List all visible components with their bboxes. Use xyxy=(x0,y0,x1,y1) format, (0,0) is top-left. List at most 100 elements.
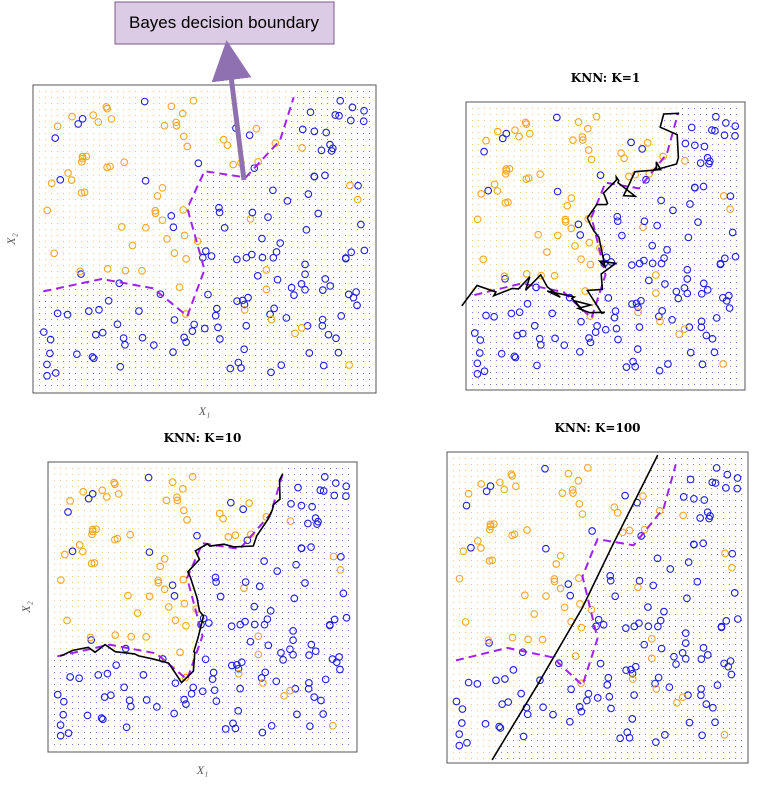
grid-dot xyxy=(207,343,208,344)
sample-point xyxy=(250,164,259,173)
grid-dot xyxy=(39,385,40,386)
grid-dot xyxy=(93,385,94,386)
grid-dot xyxy=(183,385,184,386)
grid-dot xyxy=(345,337,346,338)
grid-dot xyxy=(484,384,485,385)
grid-dot xyxy=(706,360,707,361)
grid-dot xyxy=(81,379,82,380)
grid-dot xyxy=(532,372,533,373)
grid-dot xyxy=(195,385,196,386)
grid-dot xyxy=(201,145,202,146)
grid-dot xyxy=(327,163,328,164)
grid-dot xyxy=(664,276,665,277)
grid-dot xyxy=(93,169,94,170)
grid-dot xyxy=(520,120,521,121)
grid-dot xyxy=(189,187,190,188)
grid-dot xyxy=(369,265,370,266)
grid-dot xyxy=(658,120,659,121)
grid-dot xyxy=(201,97,202,98)
grid-dot xyxy=(478,150,479,151)
grid-dot xyxy=(81,241,82,242)
grid-dot xyxy=(321,109,322,110)
grid-dot xyxy=(285,97,286,98)
grid-dot xyxy=(550,282,551,283)
grid-dot xyxy=(81,331,82,332)
grid-dot xyxy=(93,103,94,104)
grid-dot xyxy=(357,385,358,386)
grid-dot xyxy=(231,217,232,218)
grid-dot xyxy=(153,199,154,200)
grid-dot xyxy=(195,157,196,158)
grid-dot xyxy=(177,133,178,134)
grid-dot xyxy=(670,228,671,229)
grid-dot xyxy=(718,192,719,193)
grid-dot xyxy=(345,319,346,320)
sample-point xyxy=(135,307,143,315)
grid-dot xyxy=(231,355,232,356)
grid-dot xyxy=(51,211,52,212)
grid-dot xyxy=(345,271,346,272)
grid-dot xyxy=(291,175,292,176)
grid-dot xyxy=(213,193,214,194)
grid-dot xyxy=(321,307,322,308)
grid-dot xyxy=(213,379,214,380)
grid-dot xyxy=(652,288,653,289)
grid-dot xyxy=(195,325,196,326)
grid-dot xyxy=(243,133,244,134)
grid-dot xyxy=(508,138,509,139)
grid-dot xyxy=(183,91,184,92)
grid-dot xyxy=(682,378,683,379)
grid-dot xyxy=(219,97,220,98)
grid-dot xyxy=(195,253,196,254)
grid-dot xyxy=(117,223,118,224)
grid-dot xyxy=(87,205,88,206)
grid-dot xyxy=(357,361,358,362)
grid-dot xyxy=(562,204,563,205)
grid-dot xyxy=(357,127,358,128)
grid-dot xyxy=(622,210,623,211)
grid-dot xyxy=(231,181,232,182)
grid-dot xyxy=(213,337,214,338)
grid-dot xyxy=(574,276,575,277)
grid-dot xyxy=(153,157,154,158)
grid-dot xyxy=(315,181,316,182)
grid-dot xyxy=(682,354,683,355)
grid-dot xyxy=(369,253,370,254)
grid-dot xyxy=(87,145,88,146)
grid-dot xyxy=(574,366,575,367)
grid-dot xyxy=(508,228,509,229)
grid-dot xyxy=(357,187,358,188)
grid-dot xyxy=(321,331,322,332)
grid-dot xyxy=(303,109,304,110)
grid-dot xyxy=(195,91,196,92)
grid-dot xyxy=(207,103,208,104)
grid-dot xyxy=(315,163,316,164)
grid-dot xyxy=(105,343,106,344)
grid-dot xyxy=(237,349,238,350)
grid-dot xyxy=(580,234,581,235)
grid-dot xyxy=(514,210,515,211)
grid-dot xyxy=(201,283,202,284)
grid-dot xyxy=(646,324,647,325)
grid-dot xyxy=(345,175,346,176)
grid-dot xyxy=(574,324,575,325)
grid-dot xyxy=(682,210,683,211)
grid-dot xyxy=(219,151,220,152)
grid-dot xyxy=(63,259,64,260)
grid-dot xyxy=(165,109,166,110)
grid-dot xyxy=(357,157,358,158)
grid-dot xyxy=(580,204,581,205)
sample-point xyxy=(172,121,181,130)
grid-dot xyxy=(267,271,268,272)
grid-dot xyxy=(57,289,58,290)
grid-dot xyxy=(640,108,641,109)
sample-point xyxy=(242,321,251,330)
grid-dot xyxy=(538,312,539,313)
grid-dot xyxy=(706,342,707,343)
grid-dot xyxy=(514,258,515,259)
sample-point xyxy=(43,360,51,369)
grid-dot xyxy=(640,234,641,235)
grid-dot xyxy=(688,138,689,139)
grid-dot xyxy=(207,133,208,134)
grid-dot xyxy=(321,265,322,266)
